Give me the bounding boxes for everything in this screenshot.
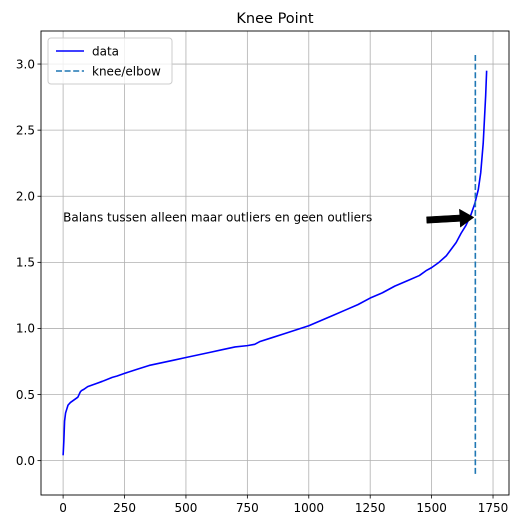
series-line-data [62, 70, 488, 456]
x-tick-label: 1000 [294, 501, 325, 515]
legend: data knee/elbow [47, 37, 173, 85]
y-tick-label: 0.0 [16, 454, 35, 468]
axis-ticks: 0 250 500 750 1000 1250 1500 1750 0.0 0.5 1.0 1.5 2.… [16, 57, 508, 515]
legend-box [47, 37, 173, 85]
x-tick-label: 1250 [355, 501, 386, 515]
annotation-text: Balans tussen alleen maar outliers en ge… [63, 210, 372, 224]
plot-series-group [62, 53, 488, 474]
x-tick-label: 0 [59, 501, 67, 515]
legend-label: knee/elbow [92, 64, 161, 78]
x-tick-label: 1750 [478, 501, 509, 515]
y-tick-label: 1.5 [16, 256, 35, 270]
y-tick-label: 1.0 [16, 322, 35, 336]
axes-frame [40, 30, 510, 496]
y-tick-label: 3.0 [16, 57, 35, 71]
y-tick-label: 0.5 [16, 388, 35, 402]
x-tick-label: 1500 [416, 501, 447, 515]
grid-lines [41, 31, 509, 495]
x-tick-label: 500 [174, 501, 197, 515]
x-tick-label: 250 [113, 501, 136, 515]
y-tick-label: 2.0 [16, 190, 35, 204]
annotation-arrow [426, 208, 475, 228]
y-tick-label: 2.5 [16, 123, 35, 137]
chart-title: Knee Point [236, 11, 313, 27]
legend-label: data [92, 44, 119, 58]
x-tick-label: 750 [236, 501, 259, 515]
annotation-group: Balans tussen alleen maar outliers en ge… [63, 208, 475, 228]
